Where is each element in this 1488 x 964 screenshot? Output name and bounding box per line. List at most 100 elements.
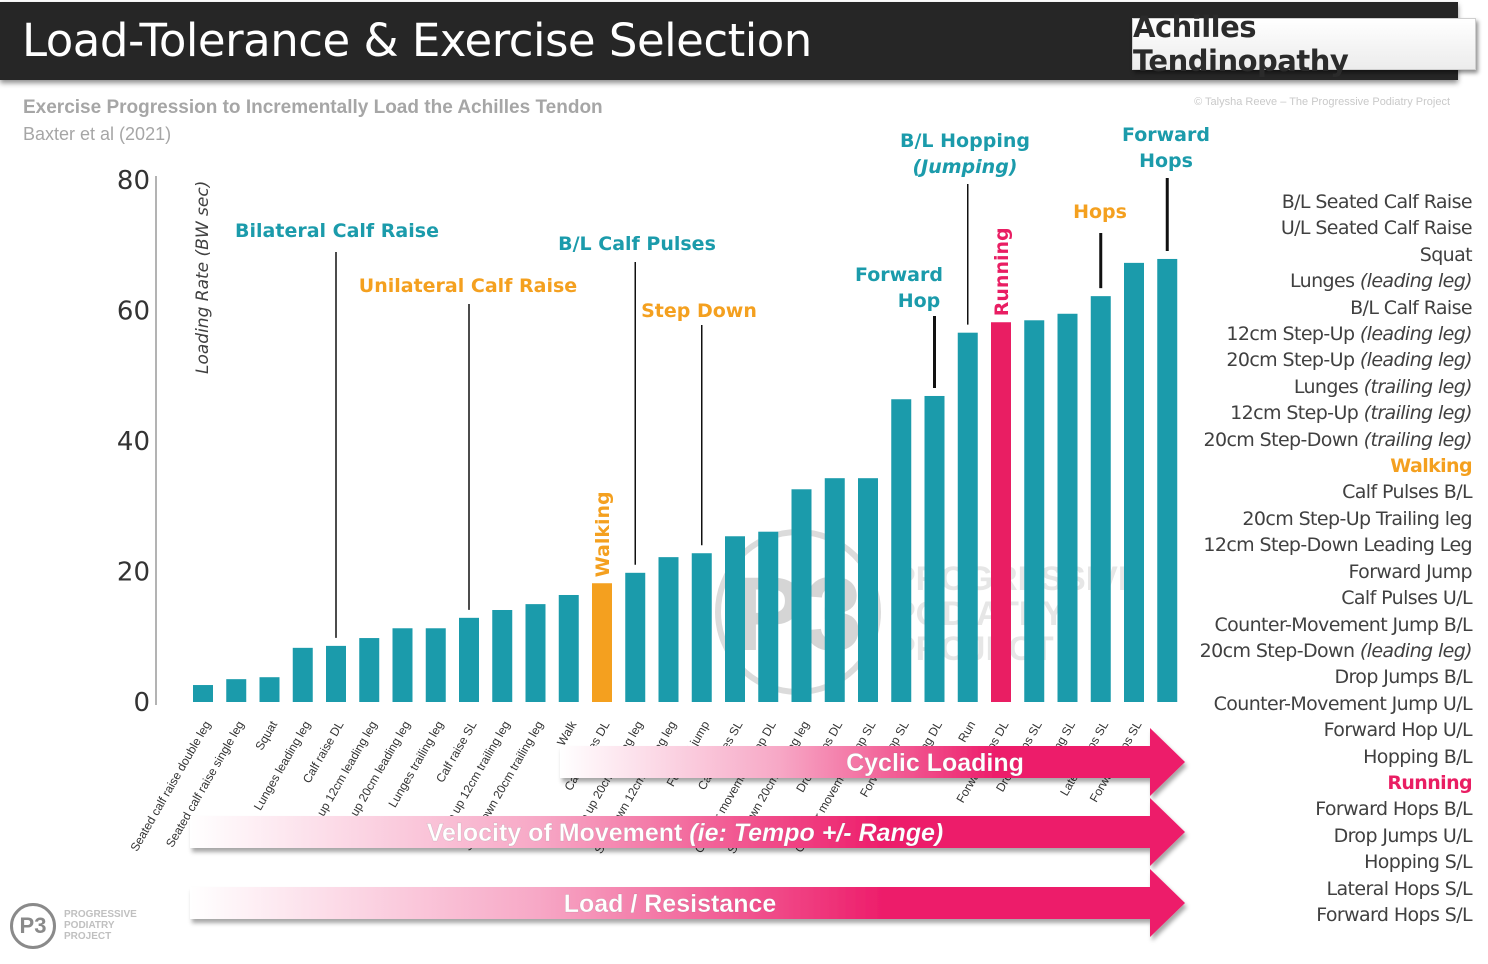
- bar: [924, 395, 945, 702]
- bar: [392, 628, 413, 702]
- legend-item: Squat: [1419, 243, 1473, 266]
- bar: [1124, 262, 1144, 702]
- bar: [525, 604, 546, 702]
- bar: [592, 583, 612, 702]
- bar: [824, 478, 845, 702]
- bar: [625, 572, 646, 702]
- y-tick-label: 40: [117, 427, 150, 457]
- bar: [259, 677, 280, 702]
- y-tick-label: 80: [117, 166, 150, 196]
- progression-arrow: [560, 728, 1185, 796]
- annotation-label: Hops: [1139, 150, 1193, 172]
- legend-item: 12cm Step-Down Leading Leg: [1203, 534, 1472, 557]
- legend-item: 20cm Step-Down (trailing leg): [1203, 428, 1472, 451]
- legend-item: Hopping B/L: [1363, 745, 1472, 768]
- legend-item: Walking: [1390, 455, 1472, 478]
- annotation-label: Running: [991, 227, 1013, 316]
- y-tick-label: 0: [133, 688, 150, 718]
- bar: [957, 332, 978, 702]
- annotation-sublabel: (Jumping): [912, 156, 1017, 178]
- annotation-label: Bilateral Calf Raise: [235, 220, 439, 242]
- x-tick-label: Walk: [554, 718, 580, 749]
- logo-line: PODIATRY: [64, 920, 115, 931]
- legend-item: Forward Jump: [1348, 560, 1473, 583]
- bar: [193, 685, 213, 702]
- legend-item: Lunges (leading leg): [1290, 270, 1473, 293]
- legend-item: Calf Pulses B/L: [1342, 481, 1473, 504]
- legend-item: Lateral Hops S/L: [1326, 877, 1473, 900]
- bar: [658, 557, 679, 702]
- bar: [359, 638, 380, 702]
- annotation-label: Hops: [1073, 201, 1127, 223]
- topic-badge: Achilles Tendinopathy: [1132, 10, 1476, 78]
- y-tick-label: 60: [117, 297, 150, 327]
- legend-item: B/L Calf Raise: [1350, 296, 1472, 319]
- bar: [758, 531, 779, 702]
- bar: [891, 399, 912, 702]
- bar: [858, 478, 878, 702]
- x-tick-label: Run: [955, 719, 978, 745]
- legend-item: Counter-Movement Jump U/L: [1213, 692, 1473, 715]
- bar: [492, 609, 513, 702]
- bar: [1024, 320, 1045, 702]
- annotation-label: B/L Hopping: [900, 130, 1030, 152]
- exercise-legend: B/L Seated Calf Raise U/L Seated Calf Rai…: [1152, 189, 1473, 928]
- annotation-label: Unilateral Calf Raise: [359, 275, 577, 297]
- legend-item: Counter-Movement Jump B/L: [1214, 613, 1472, 636]
- bar: [292, 647, 313, 702]
- chart-subtitle: Exercise Progression to Incrementally Lo…: [23, 97, 603, 118]
- legend-item: 20cm Step-Up (leading leg): [1226, 349, 1472, 372]
- bar: [725, 536, 745, 702]
- logo-line: PROJECT: [64, 931, 112, 942]
- topic-label: Achilles Tendinopathy: [1133, 10, 1349, 78]
- progression-arrow: [190, 798, 1185, 866]
- progression-arrow: [190, 869, 1185, 937]
- legend-item: Forward Hops S/L: [1316, 903, 1472, 926]
- legend-item: 20cm Step-Down (leading leg): [1199, 639, 1473, 662]
- annotation-label: Walking: [592, 491, 614, 577]
- annotation-label: Forward: [1122, 124, 1210, 146]
- bar: [459, 617, 479, 702]
- bar: [558, 594, 579, 702]
- logo-line: PROGRESSIVE: [64, 909, 137, 920]
- progression-arrow-label: Load / Resistance: [564, 890, 777, 918]
- p3-logo-icon: P3: [10, 903, 56, 949]
- bar: [691, 553, 712, 702]
- progression-arrow-label: Cyclic Loading: [846, 749, 1024, 777]
- bar: [791, 489, 812, 702]
- annotation-label: Forward: [855, 264, 943, 286]
- legend-item: B/L Seated Calf Raise: [1281, 191, 1473, 213]
- logo-text: PROGRESSIVE PODIATRY PROJECT: [64, 909, 137, 942]
- page-title: Load-Tolerance & Exercise Selection: [22, 14, 812, 67]
- bar: [1057, 313, 1078, 702]
- y-tick-label: 20: [117, 558, 150, 588]
- legend-item: Hopping S/L: [1364, 851, 1473, 874]
- legend-item: Calf Pulses U/L: [1341, 587, 1472, 610]
- legend-item: 12cm Step-Up (leading leg): [1226, 323, 1472, 346]
- progression-arrow-label: Velocity of Movement (ie: Tempo +/- Rang…: [427, 819, 944, 847]
- legend-item: Drop Jumps U/L: [1333, 824, 1473, 847]
- annotation-label: B/L Calf Pulses: [558, 233, 716, 255]
- bar: [1157, 258, 1178, 702]
- copyright-notice: © Talysha Reeve – The Progressive Podiat…: [1194, 96, 1450, 108]
- legend-item: Lunges (trailing leg): [1293, 375, 1473, 398]
- bar: [425, 628, 446, 702]
- legend-item: Forward Hop U/L: [1323, 719, 1473, 742]
- x-tick-label: Squat: [252, 718, 280, 753]
- bar: [1090, 296, 1111, 702]
- bar: [991, 322, 1011, 702]
- p3-logo: P3 PROGRESSIVE PODIATRY PROJECT: [10, 903, 160, 955]
- bar: [326, 645, 346, 702]
- legend-item: 20cm Step-Up Trailing leg: [1242, 507, 1472, 530]
- legend-item: Running: [1387, 771, 1472, 794]
- y-axis-title: Loading Rate (BW sec): [193, 181, 213, 374]
- legend-item: Drop Jumps B/L: [1334, 666, 1472, 689]
- annotation-label: Step Down: [641, 300, 757, 322]
- citation: Baxter et al (2021): [23, 124, 172, 144]
- annotation-label: Hop: [898, 290, 941, 312]
- legend-item: U/L Seated Calf Raise: [1280, 217, 1473, 240]
- bar: [226, 679, 247, 702]
- legend-item: 12cm Step-Up (trailing leg): [1230, 402, 1472, 425]
- legend-item: Forward Hops B/L: [1315, 798, 1472, 821]
